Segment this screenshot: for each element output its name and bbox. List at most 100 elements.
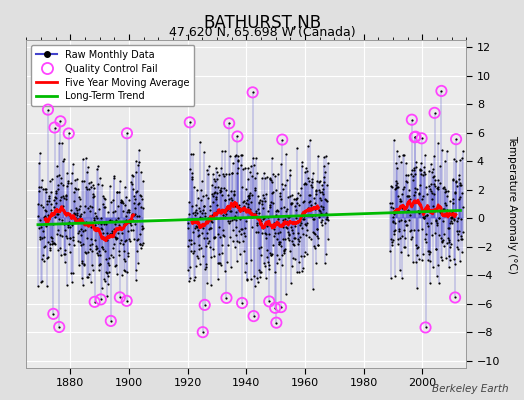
Point — [92, 226, 100, 232]
Point — [44, 106, 52, 113]
Point — [62, 196, 71, 202]
Point — [400, 184, 408, 190]
Point — [305, 212, 314, 218]
Point — [422, 212, 431, 218]
Point — [436, 207, 444, 214]
Point — [65, 241, 73, 247]
Point — [313, 242, 322, 249]
Point — [190, 248, 199, 255]
Point — [264, 259, 272, 265]
Point — [80, 209, 89, 215]
Point — [259, 215, 268, 221]
Point — [437, 88, 445, 94]
Point — [408, 177, 417, 184]
Point — [211, 178, 219, 184]
Point — [185, 211, 193, 218]
Point — [207, 225, 215, 232]
Point — [267, 252, 276, 258]
Point — [231, 217, 239, 223]
Point — [324, 160, 332, 166]
Point — [113, 270, 121, 277]
Point — [113, 234, 121, 241]
Point — [72, 205, 80, 212]
Point — [313, 226, 321, 233]
Point — [62, 169, 71, 176]
Point — [70, 189, 78, 196]
Point — [53, 173, 61, 180]
Point — [272, 208, 280, 215]
Point — [272, 320, 280, 326]
Point — [454, 246, 463, 252]
Point — [253, 229, 261, 236]
Point — [210, 253, 219, 259]
Point — [228, 170, 236, 176]
Point — [133, 213, 141, 220]
Point — [238, 184, 246, 190]
Point — [245, 195, 253, 201]
Point — [402, 222, 410, 228]
Point — [122, 213, 130, 220]
Point — [46, 247, 54, 253]
Point — [424, 182, 433, 189]
Point — [281, 150, 290, 157]
Point — [311, 200, 319, 206]
Point — [205, 162, 213, 169]
Point — [303, 167, 311, 174]
Point — [186, 166, 194, 172]
Point — [112, 261, 120, 268]
Point — [112, 236, 121, 242]
Point — [443, 234, 452, 241]
Point — [309, 216, 317, 222]
Point — [268, 155, 276, 161]
Point — [271, 269, 279, 275]
Point — [126, 220, 134, 226]
Point — [82, 234, 91, 241]
Point — [226, 208, 234, 214]
Point — [95, 267, 103, 273]
Point — [275, 240, 283, 247]
Point — [76, 196, 84, 202]
Point — [278, 252, 287, 258]
Point — [234, 158, 243, 164]
Point — [308, 184, 316, 190]
Point — [124, 250, 132, 256]
Point — [403, 222, 411, 228]
Point — [62, 235, 71, 241]
Point — [421, 235, 430, 242]
Point — [189, 210, 197, 216]
Point — [35, 184, 43, 190]
Point — [290, 223, 299, 230]
Point — [241, 268, 249, 275]
Point — [290, 220, 299, 226]
Point — [88, 179, 96, 185]
Point — [318, 222, 326, 229]
Point — [281, 236, 290, 242]
Point — [396, 234, 404, 241]
Point — [422, 191, 431, 198]
Point — [304, 175, 313, 182]
Point — [74, 262, 83, 268]
Point — [116, 294, 124, 300]
Point — [233, 170, 242, 176]
Point — [411, 185, 419, 191]
Point — [245, 192, 253, 198]
Point — [139, 224, 148, 231]
Point — [43, 254, 52, 260]
Point — [393, 184, 401, 190]
Point — [88, 262, 96, 268]
Point — [388, 200, 396, 206]
Point — [191, 274, 199, 281]
Point — [224, 192, 232, 198]
Point — [417, 170, 425, 177]
Point — [200, 149, 209, 155]
Point — [285, 214, 293, 221]
Point — [436, 163, 444, 169]
Point — [69, 161, 77, 168]
Point — [83, 274, 92, 281]
Point — [305, 198, 314, 204]
Point — [409, 200, 418, 207]
Point — [106, 318, 115, 324]
Point — [426, 258, 434, 264]
Point — [403, 172, 412, 178]
Point — [297, 214, 305, 221]
